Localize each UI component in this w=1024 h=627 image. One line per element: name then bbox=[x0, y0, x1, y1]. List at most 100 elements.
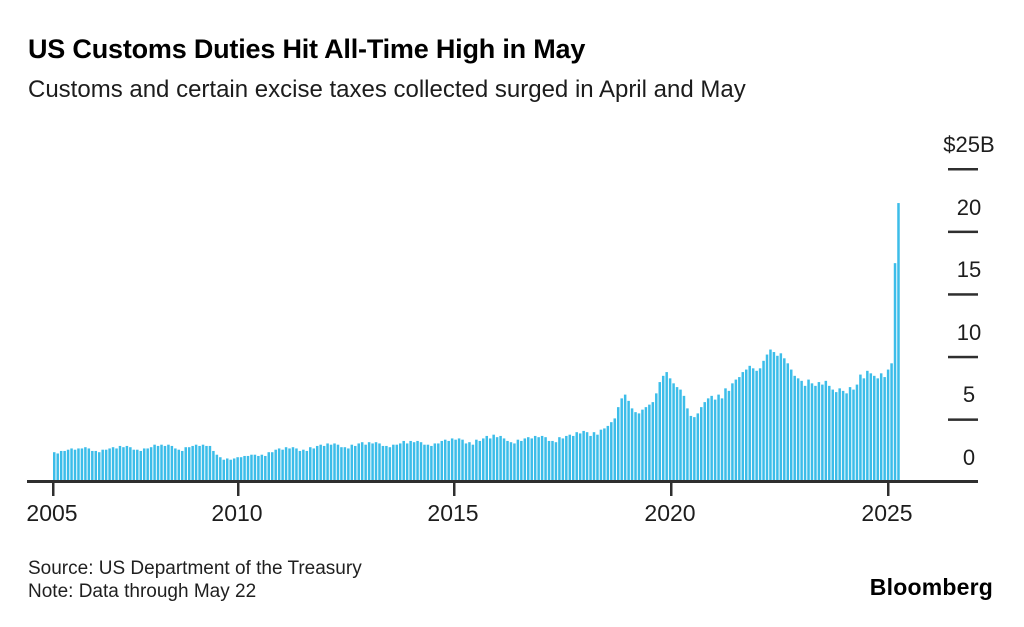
bar bbox=[720, 398, 724, 481]
bar bbox=[433, 443, 437, 481]
bar bbox=[464, 443, 468, 481]
y-tick bbox=[948, 418, 978, 421]
bar bbox=[789, 369, 793, 481]
bar bbox=[84, 447, 87, 481]
bar bbox=[561, 438, 565, 481]
bar bbox=[703, 402, 706, 481]
bar bbox=[440, 440, 444, 481]
axes bbox=[27, 168, 978, 496]
bar bbox=[838, 388, 841, 481]
bar bbox=[848, 387, 852, 481]
bar bbox=[305, 450, 309, 481]
bar bbox=[661, 375, 665, 481]
bar bbox=[336, 444, 340, 481]
bar bbox=[786, 363, 790, 481]
x-axis-label: 2025 bbox=[861, 500, 913, 526]
bar bbox=[516, 439, 520, 481]
bar bbox=[115, 448, 118, 481]
bar bbox=[350, 444, 354, 481]
bar bbox=[495, 437, 499, 481]
bar bbox=[745, 369, 748, 481]
x-tick bbox=[887, 480, 890, 496]
bar bbox=[658, 382, 661, 481]
bar-series bbox=[53, 203, 900, 481]
bar bbox=[198, 445, 201, 481]
bar bbox=[873, 375, 876, 481]
bar bbox=[215, 454, 219, 481]
bar bbox=[146, 448, 149, 481]
bar bbox=[191, 445, 194, 481]
bar bbox=[651, 402, 655, 481]
bar bbox=[606, 425, 610, 481]
bar bbox=[291, 447, 295, 481]
bar bbox=[388, 447, 392, 481]
bar bbox=[468, 442, 471, 481]
bar bbox=[592, 432, 596, 481]
bar bbox=[360, 442, 364, 481]
bar bbox=[132, 449, 136, 481]
bar bbox=[482, 438, 485, 481]
bar bbox=[634, 412, 637, 481]
bar bbox=[748, 365, 751, 481]
bar bbox=[87, 448, 91, 481]
bar bbox=[693, 417, 696, 481]
bar bbox=[751, 368, 755, 481]
bar bbox=[585, 432, 589, 481]
bar bbox=[890, 363, 893, 481]
bar bbox=[682, 395, 686, 481]
bar bbox=[101, 449, 104, 481]
bar bbox=[219, 457, 222, 481]
y-axis-label: 10 bbox=[956, 319, 982, 345]
bar bbox=[879, 373, 883, 481]
bar bbox=[672, 383, 675, 481]
bar bbox=[426, 444, 430, 481]
bar bbox=[447, 440, 450, 481]
bar bbox=[260, 454, 264, 481]
bar bbox=[326, 443, 329, 481]
bar bbox=[443, 439, 447, 481]
bar bbox=[437, 443, 440, 481]
bar bbox=[108, 448, 111, 481]
bar bbox=[177, 449, 181, 481]
bar bbox=[412, 442, 416, 481]
bar bbox=[395, 444, 399, 481]
bar bbox=[322, 445, 326, 481]
bar bbox=[855, 384, 859, 481]
bar bbox=[111, 447, 115, 481]
bar bbox=[77, 448, 80, 481]
bar bbox=[648, 404, 651, 481]
bar bbox=[565, 435, 568, 481]
bar bbox=[142, 448, 146, 481]
bar bbox=[80, 448, 84, 481]
bar bbox=[167, 444, 170, 481]
x-axis-label: 2015 bbox=[427, 500, 479, 526]
bar bbox=[599, 429, 603, 481]
bar bbox=[423, 444, 426, 481]
bar bbox=[222, 459, 226, 481]
bar bbox=[637, 413, 641, 481]
source-text: Source: US Department of the Treasury bbox=[28, 558, 362, 579]
bar bbox=[520, 440, 523, 481]
bar bbox=[876, 378, 879, 481]
bar bbox=[547, 440, 551, 481]
bar bbox=[675, 387, 679, 481]
x-tick bbox=[670, 480, 673, 496]
bar bbox=[298, 450, 302, 481]
bar bbox=[184, 447, 187, 481]
bar bbox=[862, 378, 866, 481]
bar bbox=[284, 447, 288, 481]
bar bbox=[578, 433, 582, 481]
bar bbox=[758, 368, 762, 481]
y-axis-label: 20 bbox=[956, 194, 982, 220]
bar bbox=[558, 437, 561, 481]
bar bbox=[302, 449, 305, 481]
bar bbox=[374, 442, 378, 481]
bar bbox=[295, 448, 298, 481]
bar bbox=[641, 409, 644, 481]
bar bbox=[551, 440, 554, 481]
x-tick bbox=[52, 480, 55, 496]
x-axis-label: 2010 bbox=[211, 500, 263, 526]
bar bbox=[53, 452, 56, 481]
bar bbox=[340, 447, 343, 481]
